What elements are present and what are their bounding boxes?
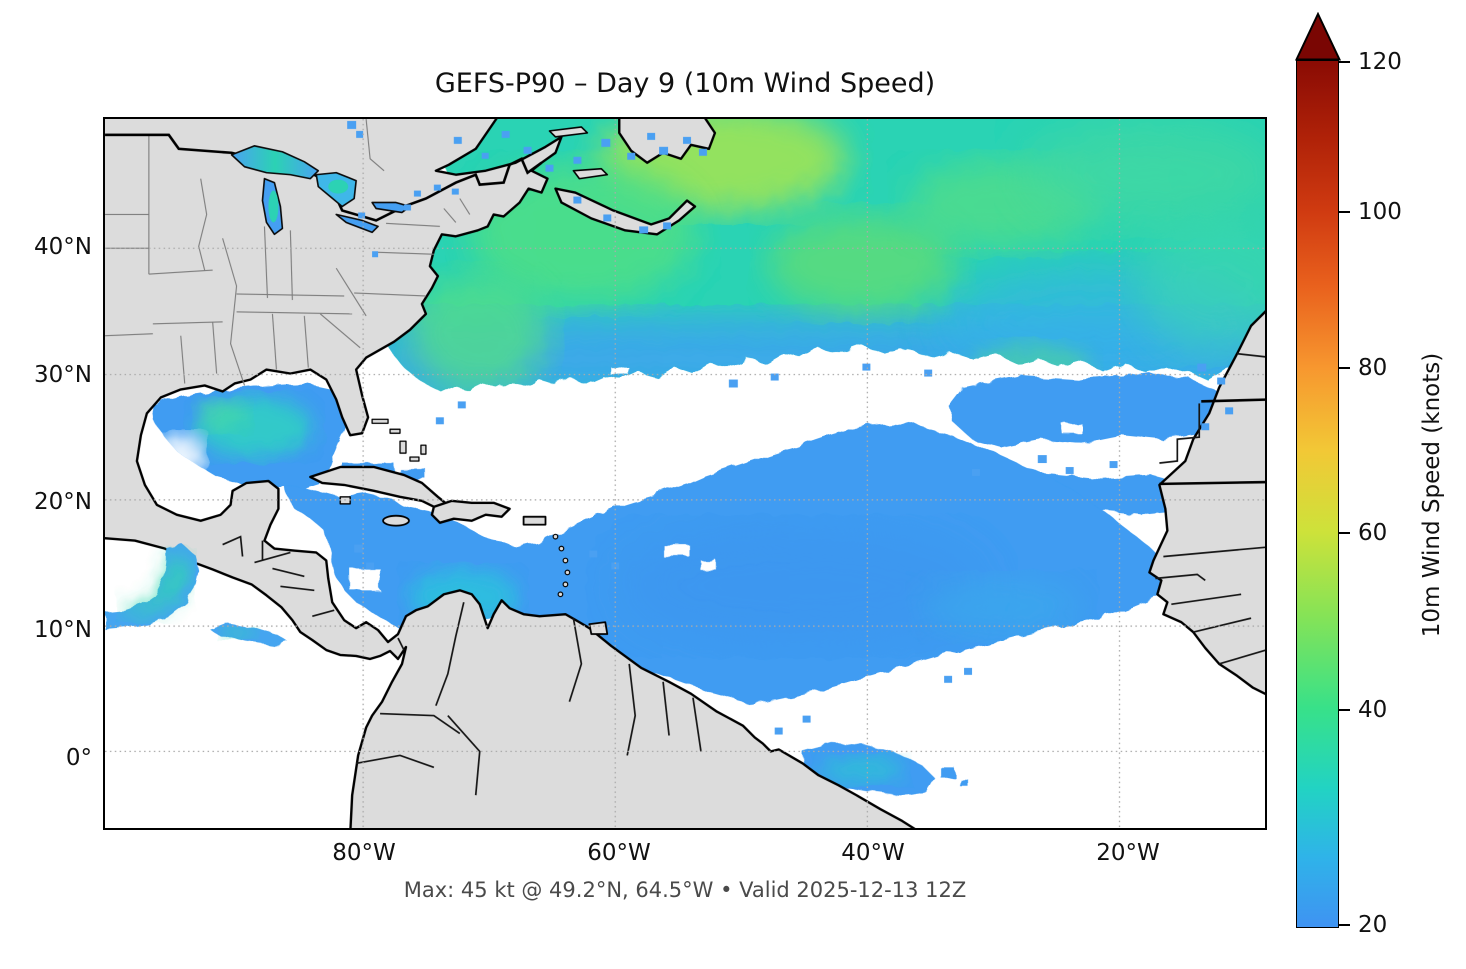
x-tick-80w: 80°W xyxy=(332,840,396,866)
colorbar-tick-80 xyxy=(1339,367,1350,369)
western-sahara-borders xyxy=(1159,398,1265,486)
state-borders xyxy=(105,119,471,386)
pacific-jets xyxy=(105,544,289,647)
caption-max-valid: Max: 45 kt @ 49.2°N, 64.5°W • Valid 2025… xyxy=(403,878,967,902)
colorbar-ticklabel-120: 120 xyxy=(1358,49,1402,75)
bahamas xyxy=(371,418,427,462)
hispaniola xyxy=(430,499,511,524)
map-svg xyxy=(105,119,1265,828)
lake-michigan-core xyxy=(268,190,279,223)
us-canada-border xyxy=(105,133,543,222)
nova-scotia xyxy=(554,187,697,236)
colorbar-tick-20 xyxy=(1339,924,1350,926)
colorbar-tick-40 xyxy=(1339,709,1350,711)
colorbar-tick-120 xyxy=(1339,61,1350,63)
colorbar xyxy=(1296,60,1339,928)
colorbar-tick-100 xyxy=(1339,211,1350,213)
jamaica xyxy=(382,514,410,527)
colorbar-ticklabel-100: 100 xyxy=(1358,199,1402,225)
anticosti-island xyxy=(548,126,589,138)
y-tick-0: 0° xyxy=(65,745,92,771)
lake-erie xyxy=(335,213,379,234)
great-lakes xyxy=(230,145,411,236)
colorbar-ticklabel-20: 20 xyxy=(1358,912,1388,938)
land-layer xyxy=(105,119,1265,828)
colorbar-extend-arrow xyxy=(1294,12,1341,61)
newfoundland xyxy=(618,119,717,164)
wind-speckles xyxy=(347,120,1234,735)
colorbar-ticklabel-60: 60 xyxy=(1358,520,1388,546)
country-borders xyxy=(222,352,1265,796)
y-tick-20n: 20°N xyxy=(34,489,92,515)
pacific-ocean xyxy=(105,537,408,828)
y-tick-10n: 10°N xyxy=(34,617,92,643)
x-tick-20w: 20°W xyxy=(1096,840,1160,866)
trinidad xyxy=(588,621,609,635)
chart-title: GEFS-P90 – Day 9 (10m Wind Speed) xyxy=(434,68,936,99)
colorbar-axis-label: 10m Wind Speed (knots) xyxy=(1419,352,1445,638)
lesser-antilles xyxy=(552,533,571,598)
colorbar-ticklabel-80: 80 xyxy=(1358,355,1388,381)
map-plot-area xyxy=(103,117,1267,830)
y-tick-30n: 30°N xyxy=(34,362,92,388)
colorbar-tick-60 xyxy=(1339,532,1350,534)
africa-coastline xyxy=(1148,310,1265,696)
y-tick-40n: 40°N xyxy=(34,234,92,260)
gridlines xyxy=(105,119,1265,828)
x-tick-40w: 40°W xyxy=(841,840,905,866)
papagayo-jet-core xyxy=(220,627,257,640)
colorbar-ticklabel-40: 40 xyxy=(1358,697,1388,723)
x-tick-60w: 60°W xyxy=(587,840,651,866)
prince-edward-island xyxy=(572,167,609,180)
tehuantepec-jet-core xyxy=(122,552,189,617)
puerto-rico xyxy=(522,515,547,526)
wind-patch-canaries xyxy=(948,373,1242,448)
lake-huron-core xyxy=(328,179,349,194)
lake-superior xyxy=(230,145,320,180)
